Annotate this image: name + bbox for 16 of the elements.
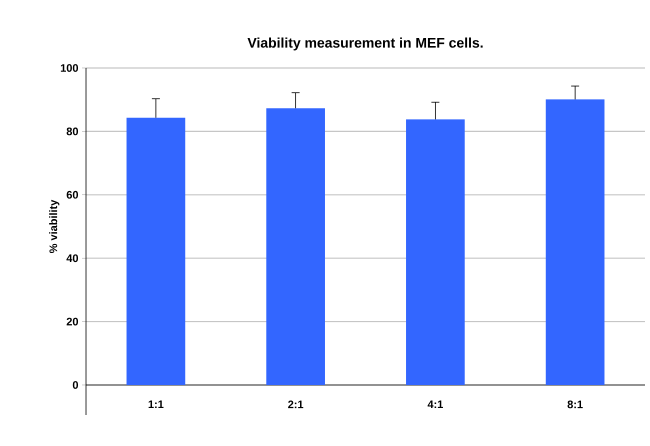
chart-title: Viability measurement in MEF cells.: [248, 37, 483, 50]
x-tick-label: 1:1: [148, 400, 164, 408]
bar: [546, 99, 604, 385]
y-tick-label: 20: [66, 318, 78, 326]
y-tick-label: 80: [66, 128, 78, 136]
y-tick-label: 100: [60, 64, 78, 72]
y-tick-label: 60: [66, 190, 78, 199]
bar: [266, 108, 325, 385]
bar: [126, 118, 186, 385]
x-tick-label: 2:1: [288, 400, 304, 408]
y-tick-label: 0: [72, 381, 78, 389]
y-axis-title: % viability: [49, 200, 60, 254]
bar: [406, 119, 465, 385]
x-tick-label: 4:1: [428, 400, 443, 408]
x-tick-label: 8:1: [568, 400, 583, 408]
y-tick-label: 40: [66, 254, 78, 262]
